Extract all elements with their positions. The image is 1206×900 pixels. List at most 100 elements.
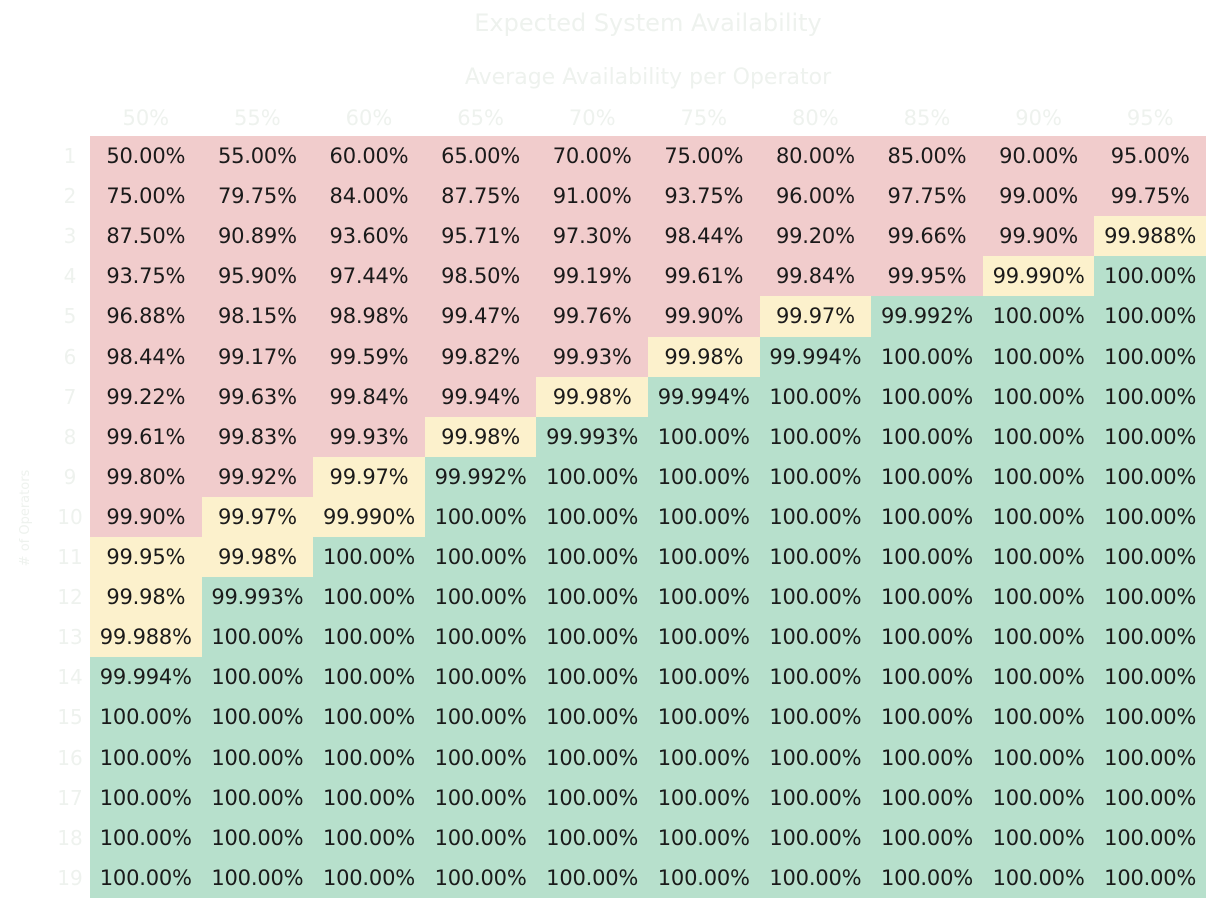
heatmap-cell: 90.89% xyxy=(201,216,314,257)
heatmap-cell: 96.00% xyxy=(759,176,872,217)
heatmap-cell: 99.76% xyxy=(536,296,648,337)
column-header: 70% xyxy=(568,106,616,130)
heatmap-cell: 99.90% xyxy=(90,496,202,538)
heatmap-cell: 99.82% xyxy=(424,336,537,377)
heatmap-cell: 85.00% xyxy=(871,136,983,177)
heatmap-cell: 100.00% xyxy=(871,577,983,618)
row-header: 14 xyxy=(57,665,83,690)
heatmap-cell: 75.00% xyxy=(90,176,202,217)
heatmap-cell: 100.00% xyxy=(648,416,760,457)
heatmap-cell: 100.00% xyxy=(982,416,1095,457)
heatmap-cell: 100.00% xyxy=(424,697,537,738)
heatmap-cell: 99.98% xyxy=(648,336,760,377)
heatmap-cell: 65.00% xyxy=(424,136,537,177)
heatmap-cell: 100.00% xyxy=(759,496,872,538)
heatmap-cell: 97.30% xyxy=(536,216,648,257)
heatmap-cell: 100.00% xyxy=(1094,416,1206,457)
heatmap-cell: 98.50% xyxy=(424,256,537,297)
heatmap-cell: 100.00% xyxy=(536,577,648,618)
heatmap-cell: 97.44% xyxy=(313,256,425,297)
heatmap-cell: 100.00% xyxy=(313,817,425,858)
heatmap-cell: 100.00% xyxy=(1094,577,1206,618)
row-header: 3 xyxy=(63,224,77,249)
heatmap-cell: 100.00% xyxy=(1094,336,1206,377)
heatmap-cell: 98.98% xyxy=(313,296,425,337)
heatmap-cell: 100.00% xyxy=(201,697,314,738)
column-header: 95% xyxy=(1126,106,1174,130)
heatmap-cell: 100.00% xyxy=(201,857,314,898)
heatmap-cell: 100.00% xyxy=(871,376,983,417)
heatmap-cell: 100.00% xyxy=(424,777,537,818)
heatmap-cell: 100.00% xyxy=(1094,496,1206,538)
row-header: 6 xyxy=(63,344,77,369)
heatmap-cell: 100.00% xyxy=(313,737,425,778)
heatmap-cell: 100.00% xyxy=(313,537,425,578)
heatmap-cell: 95.90% xyxy=(201,256,314,297)
heatmap-cell: 100.00% xyxy=(871,777,983,818)
heatmap-cell: 100.00% xyxy=(201,777,314,818)
row-headers: 1 2 3 4 5 6 7 8 9 10 11 12 13 14 15 16 17 18 19 xyxy=(54,136,90,898)
heatmap-cell: 100.00% xyxy=(536,657,648,698)
heatmap-cell: 99.80% xyxy=(90,456,202,497)
heatmap-cell: 90.00% xyxy=(982,136,1095,177)
heatmap-cell: 100.00% xyxy=(1094,777,1206,818)
heatmap-cell: 100.00% xyxy=(871,537,983,578)
heatmap-cell: 100.00% xyxy=(982,857,1095,898)
heatmap-cell: 100.00% xyxy=(759,697,872,738)
heatmap-cell: 99.93% xyxy=(313,416,425,457)
heatmap-cell: 99.95% xyxy=(90,537,202,578)
heatmap-cell: 93.75% xyxy=(648,176,760,217)
heatmap-cell: 87.75% xyxy=(424,176,537,217)
heatmap-cell: 100.00% xyxy=(871,496,983,538)
heatmap-cell: 100.00% xyxy=(1094,737,1206,778)
heatmap-cell: 100.00% xyxy=(871,857,983,898)
heatmap-cell: 100.00% xyxy=(424,577,537,618)
heatmap-cell: 100.00% xyxy=(759,857,872,898)
heatmap-cell: 100.00% xyxy=(424,657,537,698)
heatmap-cell: 99.988% xyxy=(1094,216,1206,257)
heatmap-cell: 100.00% xyxy=(536,857,648,898)
heatmap-cell: 100.00% xyxy=(871,697,983,738)
heatmap-cell: 100.00% xyxy=(759,577,872,618)
heatmap-cell: 100.00% xyxy=(648,657,760,698)
heatmap-cell: 100.00% xyxy=(982,376,1095,417)
heatmap-cell: 100.00% xyxy=(313,697,425,738)
heatmap-cell: 98.15% xyxy=(201,296,314,337)
heatmap-cell: 100.00% xyxy=(201,817,314,858)
heatmap-cell: 100.00% xyxy=(648,817,760,858)
row-header: 13 xyxy=(57,625,83,650)
heatmap-cell: 100.00% xyxy=(424,537,537,578)
row-header: 16 xyxy=(57,745,83,770)
heatmap-cell: 100.00% xyxy=(1094,376,1206,417)
heatmap-cell: 99.990% xyxy=(313,496,425,538)
heatmap-cell: 99.83% xyxy=(201,416,314,457)
row-header: 4 xyxy=(63,264,77,289)
heatmap-cell: 99.61% xyxy=(648,256,760,297)
heatmap-cell: 99.992% xyxy=(871,296,983,337)
heatmap-cell: 100.00% xyxy=(759,456,872,497)
heatmap-cell: 100.00% xyxy=(1094,256,1206,297)
heatmap-cell: 100.00% xyxy=(536,777,648,818)
heatmap-cell: 99.94% xyxy=(424,376,537,417)
heatmap-cell: 100.00% xyxy=(536,737,648,778)
row-header: 17 xyxy=(57,785,83,810)
heatmap-cell: 99.00% xyxy=(982,176,1095,217)
heatmap-cell: 100.00% xyxy=(871,657,983,698)
heatmap-cell: 100.00% xyxy=(982,537,1095,578)
heatmap-cell: 100.00% xyxy=(90,697,202,738)
heatmap-cell: 100.00% xyxy=(1094,456,1206,497)
row-header: 15 xyxy=(57,705,83,730)
heatmap-cell: 100.00% xyxy=(1094,296,1206,337)
heatmap-cell: 60.00% xyxy=(313,136,425,177)
row-header: 9 xyxy=(63,464,77,489)
heatmap-cell: 99.92% xyxy=(201,456,314,497)
heatmap-cell: 93.75% xyxy=(90,256,202,297)
row-header: 5 xyxy=(63,304,77,329)
heatmap-cell: 99.90% xyxy=(982,216,1095,257)
heatmap-cell: 100.00% xyxy=(201,617,314,658)
heatmap-cell: 100.00% xyxy=(759,537,872,578)
heatmap-cell: 99.98% xyxy=(201,537,314,578)
heatmap-cell: 95.00% xyxy=(1094,136,1206,177)
heatmap-cell: 99.59% xyxy=(313,336,425,377)
heatmap-cell: 100.00% xyxy=(759,657,872,698)
